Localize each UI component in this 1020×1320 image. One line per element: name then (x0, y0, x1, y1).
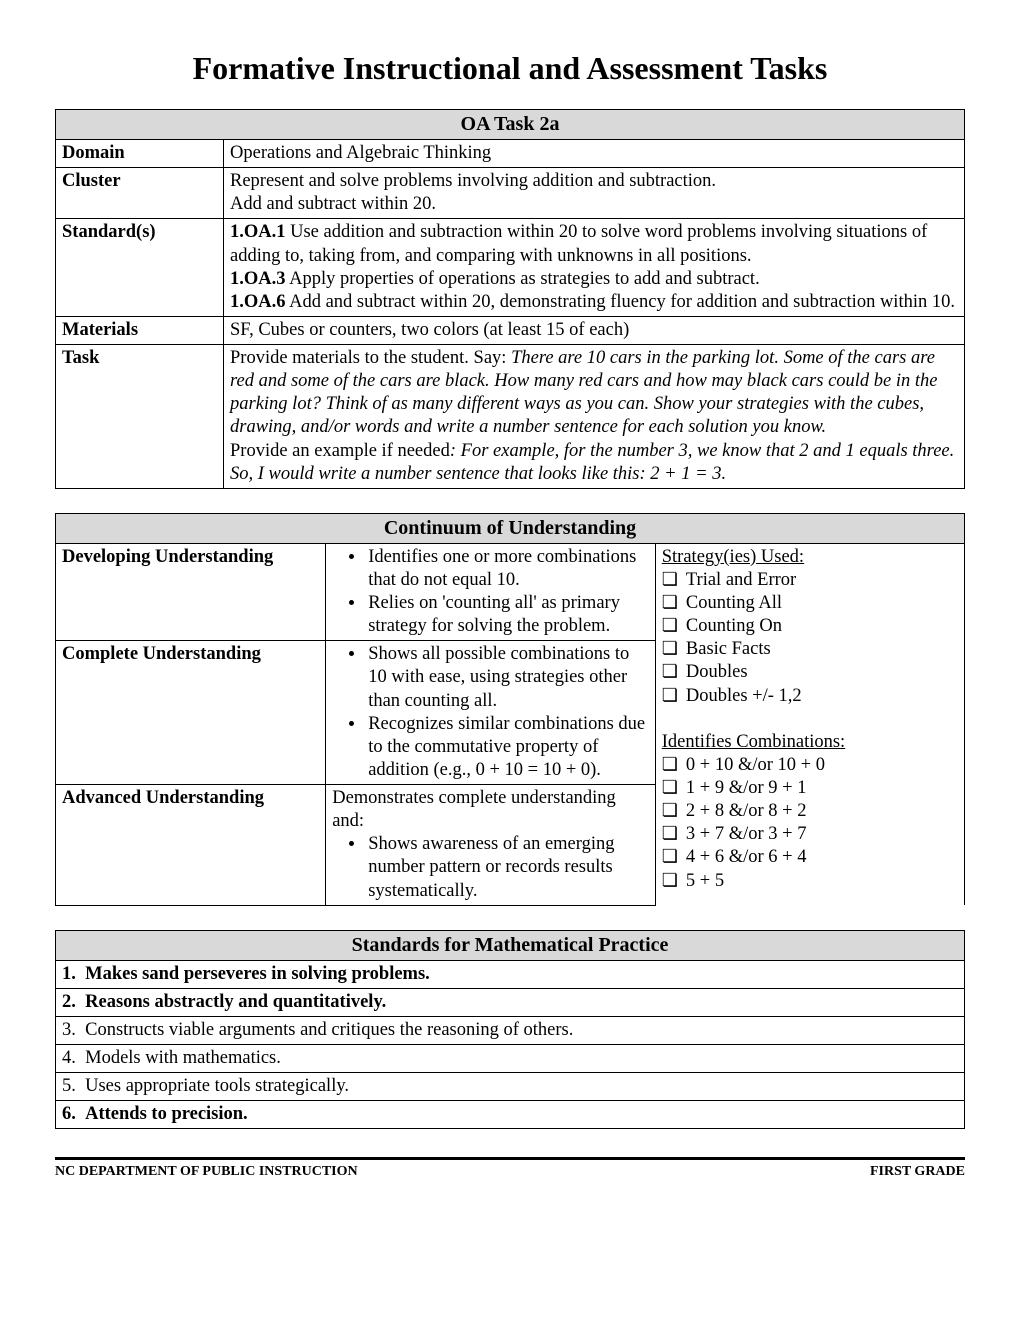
std-code-1: 1.OA.3 (230, 269, 286, 289)
std-code-0: 1.OA.1 (230, 222, 286, 242)
checkbox-icon[interactable]: ❏ (662, 870, 678, 892)
task-table: OA Task 2a Domain Operations and Algebra… (55, 109, 965, 489)
adv-bullet-0: Shows awareness of an emerging number pa… (366, 833, 649, 902)
std-text-1: Apply properties of operations as strate… (286, 269, 760, 289)
value-task: Provide materials to the student. Say: T… (224, 345, 965, 489)
task-intro: Provide materials to the student. Say: (230, 348, 511, 368)
adv-lead: Demonstrates complete understanding and: (332, 788, 616, 831)
checkbox-icon[interactable]: ❏ (662, 823, 678, 845)
practices-table: Standards for Mathematical Practice 1. M… (55, 930, 965, 1130)
level-advanced-desc: Demonstrates complete understanding and:… (326, 785, 656, 906)
cluster-line1: Represent and solve problems involving a… (230, 171, 716, 191)
checkbox-icon[interactable]: ❏ (662, 685, 678, 707)
value-materials: SF, Cubes or counters, two colors (at le… (224, 316, 965, 344)
label-materials: Materials (56, 316, 224, 344)
combo-4: 4 + 6 &/or 6 + 4 (686, 846, 807, 869)
level-developing-desc: Identifies one or more combinations that… (326, 543, 656, 641)
practice-text-1: Makes sand perseveres in solving problem… (85, 964, 430, 984)
combo-5: 5 + 5 (686, 870, 724, 893)
strategy-3: Basic Facts (686, 638, 771, 661)
strategy-4: Doubles (686, 661, 748, 684)
std-code-2: 1.OA.6 (230, 292, 286, 312)
practice-text-4: Models with mathematics. (85, 1048, 281, 1068)
combo-3: 3 + 7 &/or 3 + 7 (686, 823, 807, 846)
cluster-line2: Add and subtract within 20. (230, 194, 436, 214)
practice-row-2: 2. Reasons abstractly and quantitatively… (56, 988, 965, 1016)
checkbox-icon[interactable]: ❏ (662, 569, 678, 591)
dev-bullet-0: Identifies one or more combinations that… (366, 546, 649, 592)
level-complete-desc: Shows all possible combinations to 10 wi… (326, 641, 656, 785)
checkbox-icon[interactable]: ❏ (662, 615, 678, 637)
dev-bullet-1: Relies on 'counting all' as primary stra… (366, 592, 649, 638)
practice-row-6: 6. Attends to precision. (56, 1101, 965, 1129)
continuum-header: Continuum of Understanding (56, 513, 965, 543)
value-standards: 1.OA.1 Use addition and subtraction with… (224, 219, 965, 317)
std-text-0: Use addition and subtraction within 20 t… (230, 222, 927, 265)
checkbox-icon[interactable]: ❏ (662, 592, 678, 614)
value-cluster: Represent and solve problems involving a… (224, 168, 965, 219)
combinations-list: ❏ 0 + 10 &/or 10 + 0 ❏ 1 + 9 &/or 9 + 1 ❏ 2… (662, 754, 958, 893)
combo-1: 1 + 9 &/or 9 + 1 (686, 777, 807, 800)
level-developing-label: Developing Understanding (56, 543, 326, 641)
practice-row-4: 4. Models with mathematics. (56, 1045, 965, 1073)
combo-2: 2 + 8 &/or 8 + 2 (686, 800, 807, 823)
label-cluster: Cluster (56, 168, 224, 219)
checkbox-icon[interactable]: ❏ (662, 800, 678, 822)
label-domain: Domain (56, 140, 224, 168)
continuum-table: Continuum of Understanding Developing Un… (55, 513, 965, 906)
practice-text-5: Uses appropriate tools strategically. (85, 1076, 349, 1096)
footer-left: NC DEPARTMENT OF PUBLIC INSTRUCTION (55, 1164, 358, 1180)
practice-text-3: Constructs viable arguments and critique… (85, 1020, 573, 1040)
task-header: OA Task 2a (56, 110, 965, 140)
strategy-5: Doubles +/- 1,2 (686, 685, 802, 708)
checkbox-icon[interactable]: ❏ (662, 846, 678, 868)
task-example-lead: Provide an example if needed (230, 441, 450, 461)
strategy-1: Counting All (686, 592, 782, 615)
practice-text-6: Attends to precision. (85, 1104, 248, 1124)
checkbox-icon[interactable]: ❏ (662, 638, 678, 660)
footer-rule (55, 1157, 965, 1160)
practices-header: Standards for Mathematical Practice (56, 930, 965, 960)
combinations-title: Identifies Combinations: (662, 732, 845, 752)
strategies-list: ❏ Trial and Error ❏ Counting All ❏ Counting… (662, 569, 958, 708)
label-standards: Standard(s) (56, 219, 224, 317)
label-task: Task (56, 345, 224, 489)
page-title: Formative Instructional and Assessment T… (55, 50, 965, 87)
level-advanced-label: Advanced Understanding (56, 785, 326, 906)
practice-row-3: 3. Constructs viable arguments and criti… (56, 1016, 965, 1044)
checkbox-icon[interactable]: ❏ (662, 661, 678, 683)
practice-row-5: 5. Uses appropriate tools strategically. (56, 1073, 965, 1101)
comp-bullet-0: Shows all possible combinations to 10 wi… (366, 643, 649, 712)
strategies-title: Strategy(ies) Used: (662, 547, 804, 567)
practice-row-1: 1. Makes sand perseveres in solving prob… (56, 960, 965, 988)
level-complete-label: Complete Understanding (56, 641, 326, 785)
continuum-right-panel: Strategy(ies) Used: ❏ Trial and Error ❏ Co… (655, 543, 964, 905)
comp-bullet-1: Recognizes similar combinations due to t… (366, 713, 649, 782)
strategy-0: Trial and Error (686, 569, 796, 592)
page-footer: NC DEPARTMENT OF PUBLIC INSTRUCTION FIRS… (55, 1164, 965, 1180)
strategy-2: Counting On (686, 615, 782, 638)
value-domain: Operations and Algebraic Thinking (224, 140, 965, 168)
practice-text-2: Reasons abstractly and quantitatively. (85, 992, 386, 1012)
std-text-2: Add and subtract within 20, demonstratin… (286, 292, 955, 312)
combo-0: 0 + 10 &/or 10 + 0 (686, 754, 825, 777)
checkbox-icon[interactable]: ❏ (662, 777, 678, 799)
footer-right: FIRST GRADE (870, 1164, 965, 1180)
checkbox-icon[interactable]: ❏ (662, 754, 678, 776)
